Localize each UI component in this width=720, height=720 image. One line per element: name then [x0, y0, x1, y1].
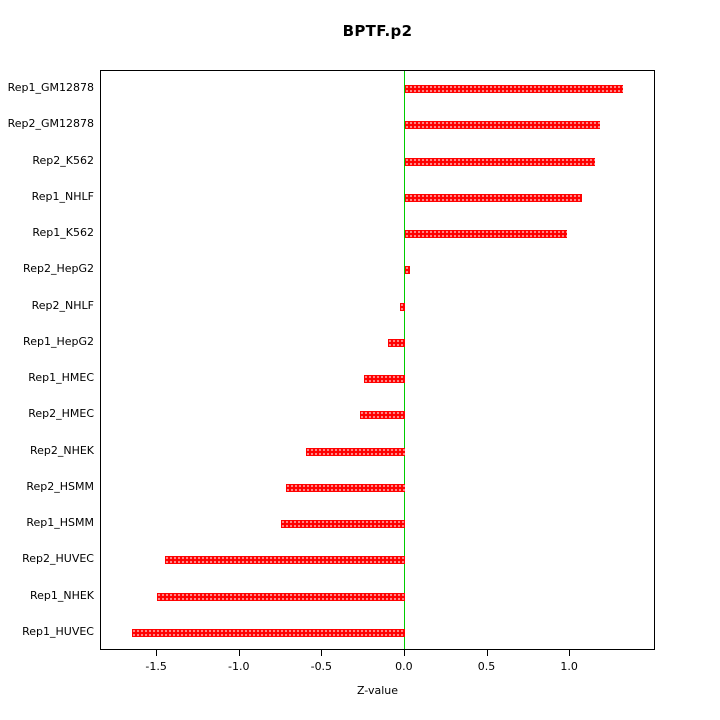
x-tick-label: 0.0 — [395, 660, 413, 673]
x-axis-title: Z-value — [356, 684, 399, 697]
x-tick-label: -1.5 — [145, 660, 167, 673]
y-label: Rep2_HUVEC — [22, 552, 94, 566]
bar — [286, 483, 405, 492]
x-tick — [486, 650, 488, 656]
y-label: Rep1_NHEK — [29, 588, 94, 602]
x-tick — [238, 650, 240, 656]
x-tick-label: -1.0 — [228, 660, 250, 673]
plot-area — [100, 70, 655, 650]
y-label: Rep1_HepG2 — [23, 334, 94, 348]
y-label: Rep1_HSMM — [26, 516, 94, 530]
bar — [281, 520, 405, 529]
y-label: Rep2_HSMM — [26, 479, 94, 493]
y-label: Rep2_K562 — [32, 153, 94, 167]
y-label: Rep1_HMEC — [28, 371, 94, 385]
y-label: Rep2_HMEC — [28, 407, 94, 421]
bar — [404, 193, 582, 202]
x-tick — [321, 650, 323, 656]
bar — [404, 121, 600, 130]
bar — [388, 338, 405, 347]
y-label: Rep1_HUVEC — [22, 624, 94, 638]
bar — [360, 411, 405, 420]
y-label: Rep1_GM12878 — [7, 81, 94, 95]
x-tick-label: 1.0 — [560, 660, 578, 673]
x-tick — [156, 650, 158, 656]
y-label: Rep2_GM12878 — [7, 117, 94, 131]
bar — [404, 266, 410, 275]
y-label: Rep1_K562 — [32, 226, 94, 240]
y-label: Rep2_HepG2 — [23, 262, 94, 276]
bar — [165, 556, 405, 565]
bar — [157, 592, 405, 601]
x-tick-label: 0.5 — [477, 660, 496, 673]
zero-line — [404, 71, 406, 649]
y-label: Rep2_NHLF — [31, 298, 94, 312]
y-label: Rep1_NHLF — [31, 189, 94, 203]
bar — [404, 85, 623, 94]
x-tick-label: -0.5 — [310, 660, 333, 673]
bar — [305, 447, 405, 456]
bar — [404, 230, 567, 239]
bar — [399, 302, 405, 311]
y-label: Rep2_NHEK — [29, 443, 94, 457]
x-tick — [569, 650, 571, 656]
chart-title: BPTF.p2 — [342, 22, 413, 40]
bar — [404, 157, 595, 166]
x-tick — [403, 650, 405, 656]
bar — [363, 375, 405, 384]
bar — [132, 628, 405, 637]
